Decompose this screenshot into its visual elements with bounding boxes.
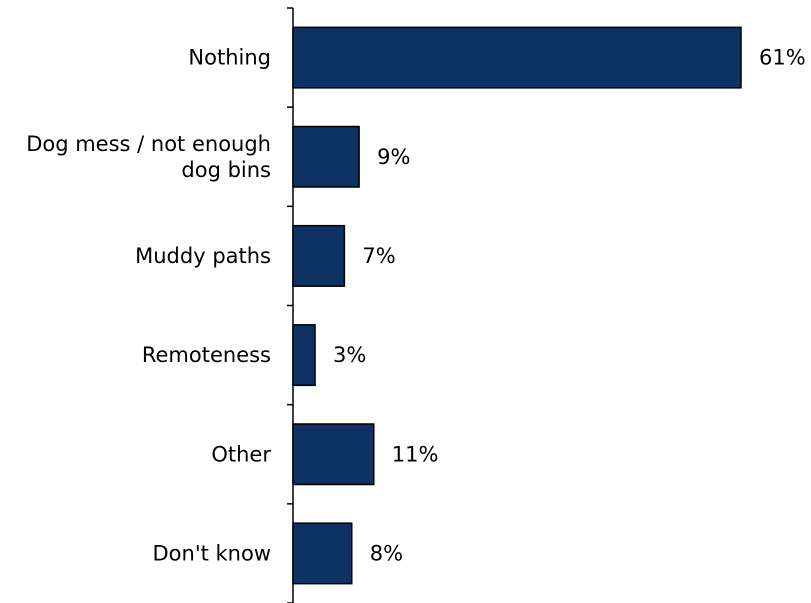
bar-3 — [292, 324, 316, 387]
bar-1 — [292, 125, 360, 188]
category-label-1: Dog mess / not enough dog bins — [26, 132, 271, 182]
category-label-5: Don't know — [152, 541, 271, 565]
value-label-2: 7% — [362, 244, 395, 268]
category-label-line: Other — [211, 442, 271, 466]
category-label-line: Muddy paths — [135, 244, 271, 268]
value-label-5: 8% — [370, 541, 403, 565]
value-label-4: 11% — [392, 442, 439, 466]
category-label-0: Nothing — [188, 46, 271, 70]
category-label-2: Muddy paths — [135, 244, 271, 268]
category-label-line: Don't know — [152, 541, 271, 565]
value-label-0: 61% — [759, 46, 806, 70]
bar-4 — [292, 423, 375, 486]
category-label-line: dog bins — [181, 158, 271, 182]
bar-5 — [292, 522, 353, 585]
category-label-4: Other — [211, 442, 271, 466]
category-label-line: Dog mess / not enough — [26, 132, 271, 156]
category-label-3: Remoteness — [142, 343, 271, 367]
value-label-1: 9% — [377, 145, 410, 169]
value-label-3: 3% — [333, 343, 366, 367]
category-label-line: Remoteness — [142, 343, 271, 367]
bar-0 — [292, 26, 742, 89]
category-label-line: Nothing — [188, 46, 271, 70]
bar-2 — [292, 224, 346, 287]
